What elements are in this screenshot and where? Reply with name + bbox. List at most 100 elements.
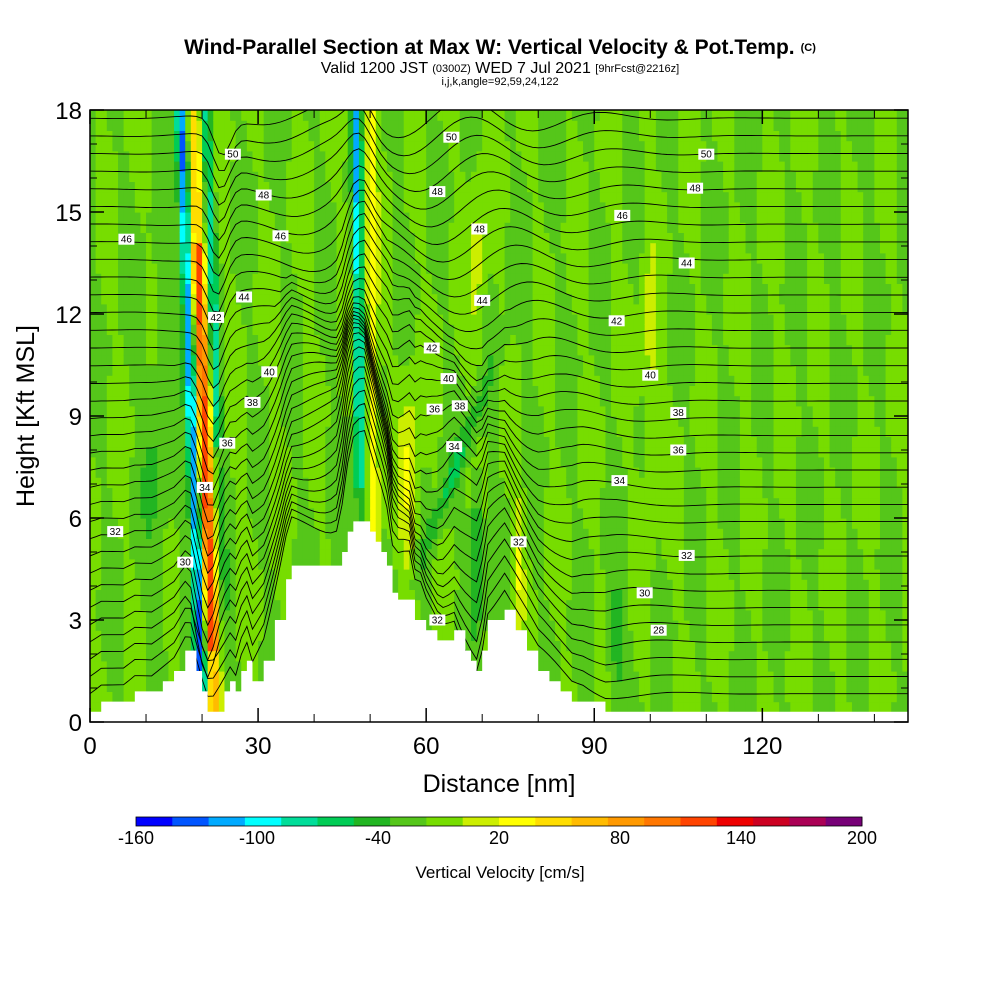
colorbar-swatch	[644, 817, 681, 826]
contour-label: 32	[107, 526, 124, 538]
isentrope	[90, 314, 908, 506]
valid-zulu: (0300Z)	[432, 63, 471, 75]
y-tick-label: 0	[69, 710, 82, 737]
isentrope	[90, 212, 908, 313]
isentrope	[90, 332, 908, 575]
colorbar-tick-label: -160	[118, 828, 154, 848]
contour-label: 46	[272, 230, 289, 242]
isentrope	[90, 366, 908, 644]
isentrope	[90, 302, 908, 459]
contour-label: 48	[687, 182, 704, 195]
contour-label: 40	[261, 366, 278, 378]
colorbar-tick-label: -100	[239, 828, 275, 848]
colorbar-swatch	[317, 817, 355, 826]
contour-label: 44	[236, 291, 253, 304]
contour-label: 34	[611, 475, 628, 487]
colorbar-swatch	[789, 817, 827, 826]
contour-label: 48	[255, 189, 272, 202]
contour-label: 34	[446, 441, 463, 453]
colorbar-tick-label: -40	[365, 828, 391, 848]
isentrope	[90, 266, 908, 389]
colorbar-swatch	[136, 817, 173, 826]
isentrope	[90, 179, 908, 259]
colorbar-swatch	[462, 817, 500, 826]
terrain	[90, 521, 908, 722]
contour-label: 42	[423, 342, 440, 355]
y-tick-label: 18	[55, 98, 82, 125]
x-axis-label: Distance [nm]	[423, 770, 576, 798]
contour-label: 36	[219, 437, 236, 450]
grid-indices: i,j,k,angle=92,59,24,122	[441, 76, 559, 88]
isentrope	[90, 377, 908, 662]
colorbar-swatch	[825, 817, 863, 826]
colorbar: -160 -100 -40 20 80 140 200	[118, 816, 877, 848]
colorbar-tick-label: 140	[726, 828, 756, 848]
x-tick-label: 30	[245, 733, 272, 760]
valid-prefix: Valid 1200 JST	[320, 60, 428, 77]
contour-label: 48	[429, 186, 446, 198]
chart-subtitle: Valid 1200 JST (0300Z) WED 7 Jul 2021 [9…	[0, 60, 1000, 78]
title-suffix: (C)	[800, 42, 816, 54]
isentrope	[90, 165, 908, 242]
colorbar-tick-label: 80	[610, 828, 630, 848]
chart-title: Wind-Parallel Section at Max W: Vertical…	[184, 36, 816, 59]
isentrope	[90, 416, 908, 683]
colorbar-tick-label: 200	[847, 828, 877, 848]
contour-label: 40	[642, 369, 659, 382]
contour-label: 32	[429, 614, 446, 627]
contour-label: 50	[224, 148, 241, 161]
isentrope	[90, 402, 908, 666]
colorbar-swatch	[753, 817, 790, 826]
isentrope	[90, 200, 908, 295]
y-tick-label: 12	[55, 302, 82, 329]
isentrope	[90, 355, 908, 627]
isentrope	[90, 317, 908, 523]
isentrope	[90, 310, 908, 491]
contour-label: 46	[614, 209, 631, 222]
colorbar-swatch	[499, 817, 536, 826]
contour-label: 46	[118, 233, 135, 246]
valid-date: WED 7 Jul 2021	[475, 60, 591, 77]
colorbar-swatch	[716, 817, 754, 826]
colorbar-swatch	[680, 817, 718, 826]
y-axis-label: Height [Kft MSL]	[12, 325, 40, 507]
contour-label: 50	[698, 148, 715, 161]
contour-label: 28	[650, 624, 667, 637]
contour-label: 40	[440, 373, 457, 385]
x-tick-label: 120	[742, 733, 782, 760]
colorbar-label: Vertical Velocity [cm/s]	[415, 863, 585, 882]
contour-label: 30	[636, 587, 653, 599]
contour-label: 32	[510, 536, 527, 548]
contour-label: 36	[426, 403, 443, 416]
colorbar-swatch	[607, 817, 645, 826]
colorbar-swatch	[208, 817, 246, 826]
x-tick-label: 0	[83, 733, 96, 760]
x-tick-label: 60	[413, 733, 440, 760]
isentrope	[90, 226, 908, 332]
isentrope	[90, 430, 908, 700]
isentrope	[90, 287, 908, 425]
colorbar-swatch	[571, 817, 609, 826]
contour-label: 44	[678, 257, 695, 270]
y-tick-label: 15	[55, 200, 82, 227]
colorbar-swatch	[390, 817, 427, 826]
contour-label: 38	[451, 400, 468, 412]
colorbar-swatch	[353, 817, 391, 826]
contour-label: 36	[670, 444, 687, 457]
contour-label: 38	[670, 407, 687, 419]
y-tick-label: 6	[69, 506, 82, 533]
contour-label: 34	[196, 481, 213, 494]
isentrope	[90, 389, 908, 679]
isentrope	[90, 327, 908, 557]
contour-label: 50	[443, 131, 460, 144]
contour-label: 44	[474, 294, 491, 307]
isentrope	[90, 322, 908, 540]
y-tick-label: 3	[69, 608, 82, 635]
x-tick-label: 90	[581, 733, 608, 760]
isentrope	[90, 148, 908, 224]
contour-label: 30	[177, 556, 194, 569]
colorbar-swatch	[535, 817, 572, 826]
colorbar-swatch	[172, 817, 209, 826]
